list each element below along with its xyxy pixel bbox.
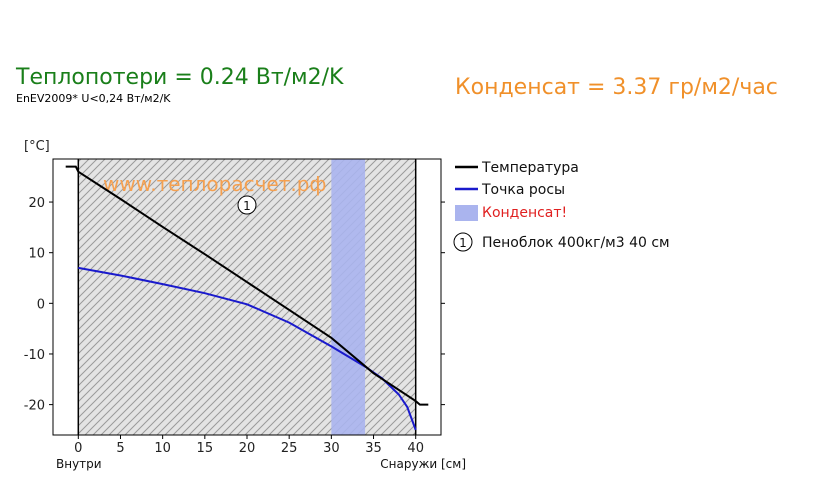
legend-item-temperature: Температура bbox=[455, 160, 579, 176]
y-axis-unit: [°C] bbox=[24, 139, 50, 154]
x-tick-label: 20 bbox=[239, 441, 256, 456]
x-tick-label: 30 bbox=[323, 441, 340, 456]
x-axis-left-label: Внутри bbox=[56, 457, 102, 471]
y-tick-label: 20 bbox=[28, 196, 45, 211]
condensate-zone bbox=[331, 159, 366, 435]
x-tick-label: 25 bbox=[281, 441, 298, 456]
y-tick-label: -20 bbox=[24, 399, 45, 414]
x-axis-right-label: Снаружи [см] bbox=[380, 457, 466, 471]
y-tick-label: -10 bbox=[24, 348, 45, 363]
y-axis: 20 10 0 -10 -20 bbox=[24, 196, 445, 414]
legend-layer-number: 1 bbox=[459, 236, 467, 250]
legend-swatch-condensate bbox=[455, 205, 478, 221]
legend-item-dew-point: Точка росы bbox=[455, 182, 565, 198]
y-tick-label: 0 bbox=[37, 297, 45, 312]
layer-1-number: 1 bbox=[243, 199, 251, 213]
x-tick-label: 5 bbox=[116, 441, 124, 456]
header-left: Теплопотери = 0.24 Вт/м2/K EnEV2009* U<0… bbox=[16, 64, 344, 106]
legend: Температура Точка росы Конденсат! 1 Пено… bbox=[453, 160, 670, 252]
dew-point-series bbox=[78, 266, 417, 431]
layer-1-marker: 1 bbox=[237, 195, 257, 215]
y-tick-label: 10 bbox=[28, 247, 45, 262]
norm-reference: EnEV2009* U<0,24 Вт/м2/K bbox=[16, 92, 171, 105]
legend-label-condensate: Конденсат! bbox=[482, 205, 567, 221]
condensate-result: Конденсат = 3.37 гр/м2/час bbox=[455, 75, 778, 100]
watermark: www.теплорасчет.рф bbox=[103, 172, 327, 196]
x-tick-label: 15 bbox=[197, 441, 214, 456]
legend-item-layer-1: 1 Пеноблок 400кг/м3 40 см bbox=[453, 232, 670, 252]
legend-layer-circle bbox=[453, 232, 473, 252]
heat-loss-result: Теплопотери = 0.24 Вт/м2/K bbox=[16, 65, 344, 90]
x-tick-label: 0 bbox=[74, 441, 82, 456]
legend-label-layer-1: Пеноблок 400кг/м3 40 см bbox=[482, 235, 670, 251]
legend-item-condensate: Конденсат! bbox=[455, 205, 567, 221]
legend-label-temperature: Температура bbox=[481, 160, 579, 176]
x-tick-label: 35 bbox=[365, 441, 382, 456]
x-axis: 0 5 10 15 20 25 30 35 40 bbox=[74, 435, 424, 456]
x-tick-label: 40 bbox=[407, 441, 424, 456]
temperature-series bbox=[65, 165, 429, 406]
x-tick-label: 10 bbox=[154, 441, 171, 456]
legend-label-dew-point: Точка росы bbox=[481, 182, 565, 198]
